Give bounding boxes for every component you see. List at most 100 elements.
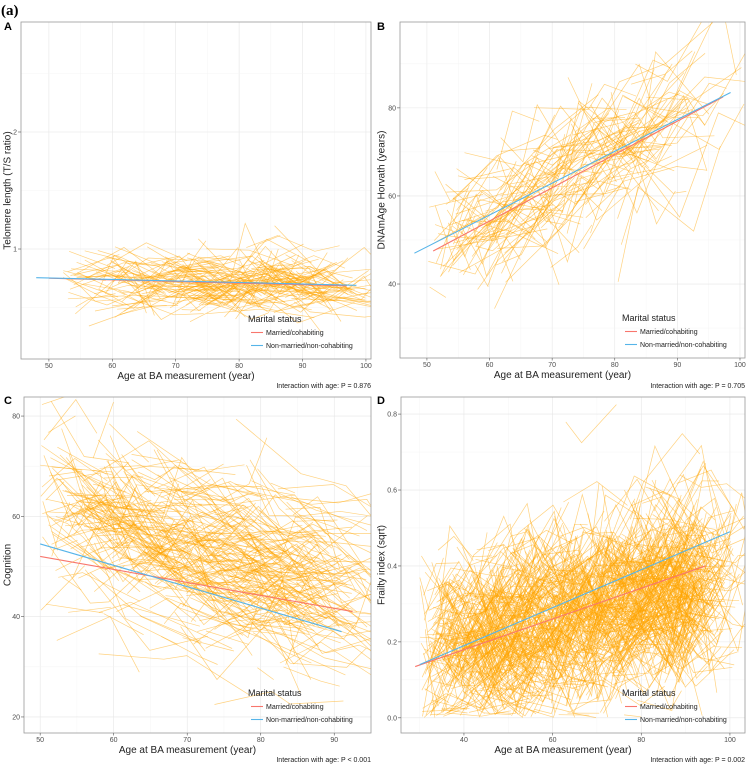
grid [21,22,371,359]
trajectory-line [564,535,610,619]
x-tick-label: 90 [299,363,307,370]
trajectory-line [294,510,371,517]
trajectory-line [246,490,371,507]
trajectory-line [588,156,634,173]
x-tick-label: 70 [548,362,556,369]
trajectory-line [489,502,542,575]
trajectory-line [434,561,505,625]
trajectory-line [667,539,719,548]
trajectory-line [550,603,623,657]
trajectory-line [56,615,140,673]
trajectory-line [131,459,161,478]
y-tick-label: 0.8 [387,412,397,419]
trajectory-line [253,554,342,574]
trajectory-line [244,570,371,599]
trajectory-line [287,523,371,554]
trajectory-line [262,549,281,557]
trajectory-line [585,144,708,205]
y-tick-label: 0.2 [387,639,397,646]
trajectory-line [609,656,622,704]
trajectory-line [624,714,641,718]
trajectory-line [462,644,548,691]
trajectory-line [676,469,745,530]
trajectory-line [637,619,725,712]
trajectory-line [277,619,312,680]
trajectory-line [285,268,371,298]
trajectory-line [504,572,552,678]
trajectory-line [559,526,651,601]
trajectory-line [57,446,107,475]
trajectory-line [647,516,685,568]
trajectory-line [606,579,658,602]
trajectory-line [433,180,552,241]
trajectory-line [588,633,624,673]
legend-title: Marital status [622,688,676,698]
trajectory-line [443,708,462,717]
trajectory-line [545,600,565,629]
trajectory-line [521,523,588,626]
trajectory-line [290,496,368,531]
trajectory-line [494,217,539,309]
trajectory-line [464,134,571,167]
trajectory-line [59,454,174,519]
trajectory-line [136,533,176,565]
trajectory-line [195,505,301,570]
trajectory-line [516,529,574,550]
trajectory-line [121,454,150,494]
x-tick-label: 60 [110,737,118,744]
trajectory-line [290,545,348,586]
interaction-p-value: Interaction with age: P = 0.876 [276,383,371,390]
trajectory-line [41,397,66,405]
trajectory-line [603,475,709,559]
trajectory-line [423,692,485,718]
trajectory-line [630,507,702,583]
trajectory-line [226,289,288,305]
trajectory-line [652,555,712,649]
trajectory-line [137,533,188,557]
trajectory-line [424,560,483,615]
trajectory-line [624,523,708,573]
trajectory-line [670,460,729,539]
trajectory-line [85,275,167,294]
trajectory-line [549,553,592,583]
trajectory-line [558,582,590,680]
legend: Marital status Married/cohabiting Non-marr… [248,314,353,350]
trajectory-line [241,566,352,606]
trajectory-line [606,93,680,149]
trajectory-line [679,587,713,626]
trajectory-line [597,627,633,668]
trajectory-line [137,467,236,481]
trajectory-line [76,498,164,552]
trajectory-line [41,445,107,491]
trajectory-line [206,261,223,278]
trajectory-line [183,497,311,587]
legend-item-label: Married/cohabiting [640,704,698,711]
fit-line-married [415,565,706,668]
trajectory-line [264,258,319,275]
trajectory-line [87,475,217,520]
x-tick-label: 100 [734,362,746,369]
trajectory-line [279,641,371,676]
trajectory-line [116,584,246,626]
trajectory-line [494,694,553,715]
trajectory-line [483,602,556,640]
trajectory-line [46,603,104,614]
trajectory-line [629,433,701,520]
x-axis-title: Age at BA measurement (year) [494,370,631,381]
trajectory-line [575,187,628,203]
trajectory-line [527,529,547,562]
trajectory-line [547,151,596,174]
trajectory-line [567,538,631,590]
trajectory-line [656,647,735,696]
trajectory-line [462,689,499,710]
trajectory-line [500,105,595,152]
trajectory-line [87,516,104,521]
trajectory-line [465,149,600,232]
trajectory-line [193,587,214,611]
trajectory-line [175,525,192,552]
trajectory-line [514,594,594,677]
trajectory-line [563,481,628,506]
trajectory-line [515,650,578,718]
trajectory-line [194,288,283,320]
trajectory-line [267,264,369,302]
